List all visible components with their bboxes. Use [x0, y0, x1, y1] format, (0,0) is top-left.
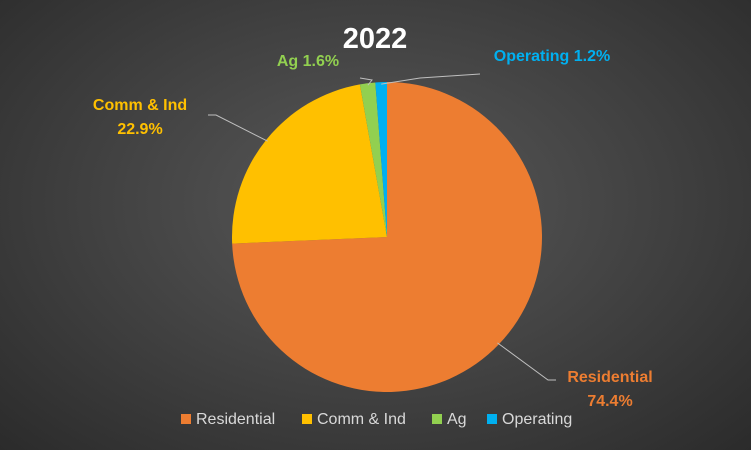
- leader-line: [359, 77, 373, 86]
- leader-line: [381, 73, 481, 85]
- legend: Residential Comm & Ind Ag Operating: [181, 411, 572, 428]
- legend-label: Ag: [447, 411, 467, 428]
- pie-slice-residential: [232, 82, 542, 392]
- data-label-value: 74.4%: [587, 393, 632, 410]
- pie-slice-comm-ind: [232, 84, 387, 244]
- leader-line: [208, 114, 268, 142]
- data-label-category: Comm & Ind: [93, 97, 187, 114]
- legend-label: Comm & Ind: [317, 411, 406, 428]
- pie-slice-operating: [375, 82, 387, 237]
- chart-title: 2022: [343, 23, 408, 55]
- legend-label: Operating: [502, 411, 572, 428]
- legend-swatch: [432, 414, 442, 424]
- data-label: Operating 1.2%: [494, 48, 610, 65]
- legend-swatch: [302, 414, 312, 424]
- data-labels: Residential 74.4% Comm & Ind 22.9% Ag 1.6% Op…: [93, 48, 653, 410]
- pie-slices: [232, 82, 542, 392]
- pie-slice-ag: [359, 82, 387, 238]
- legend-swatch: [487, 414, 497, 424]
- legend-swatch: [181, 414, 191, 424]
- legend-label: Residential: [196, 411, 275, 428]
- leader-lines: [208, 73, 556, 381]
- data-label-category: Residential: [567, 369, 652, 386]
- data-label: Ag 1.6%: [277, 53, 339, 70]
- leader-line: [497, 342, 556, 381]
- data-label-value: 22.9%: [117, 121, 162, 138]
